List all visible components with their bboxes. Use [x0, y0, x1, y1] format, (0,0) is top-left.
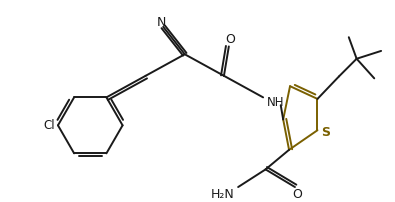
Text: N: N: [156, 16, 166, 29]
Text: O: O: [292, 188, 302, 201]
Text: O: O: [225, 33, 235, 46]
Text: Cl: Cl: [43, 119, 55, 132]
Text: H₂N: H₂N: [211, 188, 234, 201]
Text: NH: NH: [267, 96, 284, 109]
Text: S: S: [321, 126, 330, 139]
